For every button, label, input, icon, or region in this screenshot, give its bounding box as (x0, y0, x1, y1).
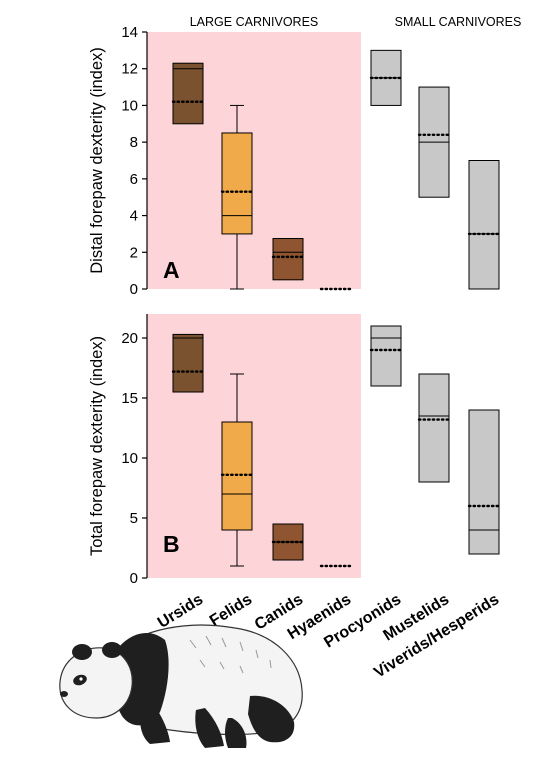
y-tick-label: 4 (130, 208, 138, 225)
box-ursids (172, 333, 204, 393)
box-marks (171, 49, 501, 568)
y-tick-label: 0 (130, 281, 138, 298)
group-title-small: SMALL CARNIVORES (395, 15, 522, 29)
category-label-felids: Felids (207, 591, 255, 630)
box-procyonids (370, 325, 402, 387)
y-tick-label: 20 (121, 330, 138, 347)
chart-text: LARGE CARNIVORES SMALL CARNIVORES 0 2 4 6 8 10 1… (88, 15, 521, 587)
y-tick-label: 0 (130, 570, 138, 587)
panda-illustration (59, 624, 303, 748)
y-tick-label: 14 (121, 24, 138, 41)
y-tick-label: 5 (130, 510, 138, 527)
box-canids (272, 238, 304, 281)
box-felids (221, 132, 253, 235)
y-tick-label: 15 (121, 390, 138, 407)
y-tick-label: 2 (130, 244, 138, 261)
panel-label-b: B (163, 531, 180, 557)
group-title-large: LARGE CARNIVORES (190, 15, 319, 29)
y-tick-label: 12 (121, 61, 138, 78)
y-tick-label: 8 (130, 134, 138, 151)
box-viverids-hesperids (468, 160, 500, 290)
y-tick-label: 10 (121, 97, 138, 114)
y-tick-label: 10 (121, 450, 138, 467)
axes (142, 31, 148, 579)
y-axis-label-a: Distal forepaw dexterity (index) (88, 47, 106, 274)
box-ursids (172, 62, 204, 125)
panel-label-a: A (163, 257, 180, 283)
box-viverids-hesperids (468, 409, 500, 555)
y-tick-label: 6 (130, 171, 138, 188)
box-felids (221, 421, 253, 531)
box-mustelids (418, 373, 450, 483)
y-axis-label-b: Total forepaw dexterity (index) (88, 336, 106, 556)
